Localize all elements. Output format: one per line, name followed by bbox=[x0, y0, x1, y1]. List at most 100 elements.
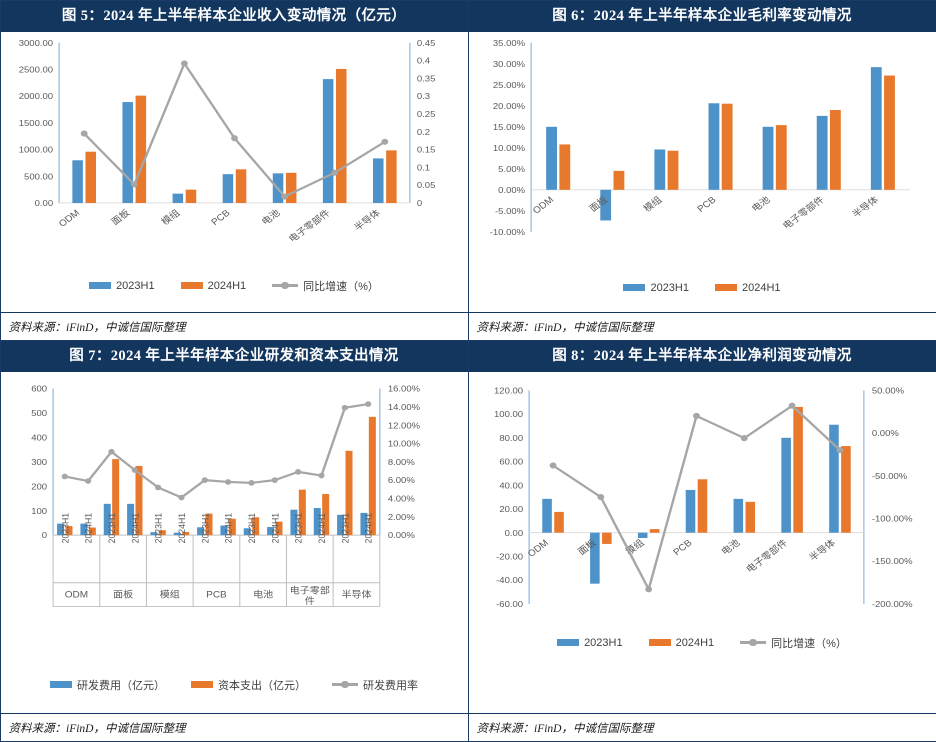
svg-text:电池: 电池 bbox=[718, 536, 742, 557]
svg-text:PCB: PCB bbox=[206, 589, 227, 599]
svg-text:20.00%: 20.00% bbox=[492, 101, 524, 110]
legend-label: 2024H1 bbox=[676, 637, 715, 649]
figure-6-source: 资料来源：iFinD，中诚信国际整理 bbox=[469, 312, 936, 340]
svg-text:2024H1: 2024H1 bbox=[363, 513, 373, 543]
svg-text:0.05: 0.05 bbox=[416, 180, 434, 189]
svg-text:0: 0 bbox=[416, 198, 421, 207]
figure-6-legend: 2023H1 2024H1 bbox=[469, 282, 936, 294]
svg-text:1000.00: 1000.00 bbox=[18, 145, 52, 154]
svg-text:-60.00: -60.00 bbox=[496, 599, 523, 609]
svg-text:30.00%: 30.00% bbox=[492, 59, 524, 68]
legend-item-rd-expense: 研发费用（亿元） bbox=[50, 677, 165, 693]
figure-7-legend: 研发费用（亿元） 资本支出（亿元） 研发费用率 bbox=[1, 677, 468, 693]
legend-label: 资本支出（亿元） bbox=[218, 677, 306, 693]
svg-text:2500.00: 2500.00 bbox=[18, 65, 52, 74]
svg-text:20.00: 20.00 bbox=[499, 504, 523, 514]
svg-text:500: 500 bbox=[31, 408, 47, 418]
svg-text:2024H1: 2024H1 bbox=[83, 513, 93, 543]
svg-text:2024H1: 2024H1 bbox=[129, 513, 139, 543]
legend-swatch-line bbox=[740, 638, 766, 647]
svg-text:120.00: 120.00 bbox=[494, 385, 523, 395]
svg-text:6.00%: 6.00% bbox=[387, 475, 414, 485]
svg-text:2024H1: 2024H1 bbox=[223, 513, 233, 543]
svg-text:-40.00: -40.00 bbox=[496, 575, 523, 585]
legend-swatch-orange bbox=[649, 639, 671, 646]
svg-text:0.4: 0.4 bbox=[416, 56, 429, 65]
svg-text:0: 0 bbox=[41, 530, 46, 540]
legend-label: 2023H1 bbox=[116, 280, 155, 292]
figure-7-source: 资料来源：iFinD，中诚信国际整理 bbox=[1, 713, 468, 741]
svg-text:ODM: ODM bbox=[64, 589, 87, 599]
legend-item-growth: 同比增速（%） bbox=[272, 278, 379, 294]
legend-item-growth: 同比增速（%） bbox=[740, 635, 847, 651]
figure-7-title: 图 7：2024 年上半年样本企业研发和资本支出情况 bbox=[1, 341, 468, 372]
figure-8-source: 资料来源：iFinD，中诚信国际整理 bbox=[469, 713, 936, 741]
svg-text:PCB: PCB bbox=[209, 208, 232, 228]
figure-panel-5: 图 5：2024 年上半年样本企业收入变动情况（亿元） 0.00 500.00 10… bbox=[0, 0, 469, 341]
legend-swatch-blue bbox=[50, 681, 72, 688]
legend-item-rd-ratio: 研发费用率 bbox=[332, 677, 418, 693]
svg-text:10.00%: 10.00% bbox=[492, 143, 524, 152]
svg-text:PCB: PCB bbox=[671, 537, 694, 557]
svg-text:-10.00%: -10.00% bbox=[489, 227, 524, 236]
svg-text:-50.00%: -50.00% bbox=[871, 471, 906, 481]
legend-label: 同比增速（%） bbox=[771, 635, 847, 651]
svg-text:模组: 模组 bbox=[159, 588, 179, 599]
legend-swatch-blue bbox=[89, 282, 111, 289]
svg-text:0.45: 0.45 bbox=[416, 38, 434, 47]
svg-text:电池: 电池 bbox=[259, 207, 283, 228]
legend-item-2024h1: 2024H1 bbox=[181, 280, 247, 292]
svg-text:2023H1: 2023H1 bbox=[199, 513, 209, 543]
svg-text:2024H1: 2024H1 bbox=[316, 513, 326, 543]
svg-text:2.00%: 2.00% bbox=[387, 512, 414, 522]
svg-text:0.00%: 0.00% bbox=[498, 185, 525, 194]
legend-swatch-blue bbox=[557, 639, 579, 646]
svg-text:2023H1: 2023H1 bbox=[59, 513, 69, 543]
legend-item-capex: 资本支出（亿元） bbox=[191, 677, 306, 693]
figure-6-body: -10.00%-5.00%0.00%5.00%10.00%15.00%20.00… bbox=[469, 32, 936, 312]
svg-text:电子零部件: 电子零部件 bbox=[743, 536, 790, 574]
svg-text:面板: 面板 bbox=[108, 207, 132, 228]
svg-text:60.00: 60.00 bbox=[499, 457, 523, 467]
figure-6-title: 图 6：2024 年上半年样本企业毛利率变动情况 bbox=[469, 1, 936, 32]
svg-text:300: 300 bbox=[31, 457, 47, 467]
svg-text:1500.00: 1500.00 bbox=[18, 118, 52, 127]
svg-text:3000.00: 3000.00 bbox=[18, 38, 52, 47]
legend-label: 研发费用率 bbox=[363, 677, 418, 693]
svg-text:600: 600 bbox=[31, 384, 47, 394]
legend-label: 2024H1 bbox=[208, 280, 247, 292]
svg-text:面板: 面板 bbox=[113, 588, 133, 599]
legend-swatch-orange bbox=[181, 282, 203, 289]
svg-text:0.3: 0.3 bbox=[416, 91, 429, 100]
legend-swatch-blue bbox=[623, 284, 645, 291]
svg-text:5.00%: 5.00% bbox=[498, 164, 525, 173]
figure-panel-8: 图 8：2024 年上半年样本企业净利润变动情况 -60.00-40.00-20… bbox=[468, 340, 936, 742]
legend-label: 2023H1 bbox=[584, 637, 623, 649]
svg-text:14.00%: 14.00% bbox=[387, 402, 419, 412]
svg-text:500.00: 500.00 bbox=[24, 171, 53, 180]
svg-text:4.00%: 4.00% bbox=[387, 494, 414, 504]
svg-text:ODM: ODM bbox=[56, 208, 81, 229]
svg-text:PCB: PCB bbox=[695, 194, 718, 214]
svg-text:2024H1: 2024H1 bbox=[176, 513, 186, 543]
svg-text:100: 100 bbox=[31, 506, 47, 516]
svg-text:0.00: 0.00 bbox=[504, 528, 523, 538]
svg-text:0.1: 0.1 bbox=[416, 163, 429, 172]
svg-text:0.00: 0.00 bbox=[34, 198, 52, 207]
svg-text:电子零部件: 电子零部件 bbox=[780, 193, 827, 231]
svg-text:0.25: 0.25 bbox=[416, 109, 434, 118]
svg-text:0.35: 0.35 bbox=[416, 74, 434, 83]
legend-label: 2024H1 bbox=[742, 282, 781, 294]
svg-text:2024H1: 2024H1 bbox=[269, 513, 279, 543]
figure-8-title: 图 8：2024 年上半年样本企业净利润变动情况 bbox=[469, 341, 936, 372]
svg-text:半导体: 半导体 bbox=[849, 193, 881, 219]
figure-5-title: 图 5：2024 年上半年样本企业收入变动情况（亿元） bbox=[1, 1, 468, 32]
legend-swatch-line bbox=[272, 281, 298, 290]
legend-label: 研发费用（亿元） bbox=[77, 677, 165, 693]
svg-text:25.00%: 25.00% bbox=[492, 80, 524, 89]
figure-panel-6: 图 6：2024 年上半年样本企业毛利率变动情况 -10.00%-5.00%0.… bbox=[468, 0, 936, 341]
